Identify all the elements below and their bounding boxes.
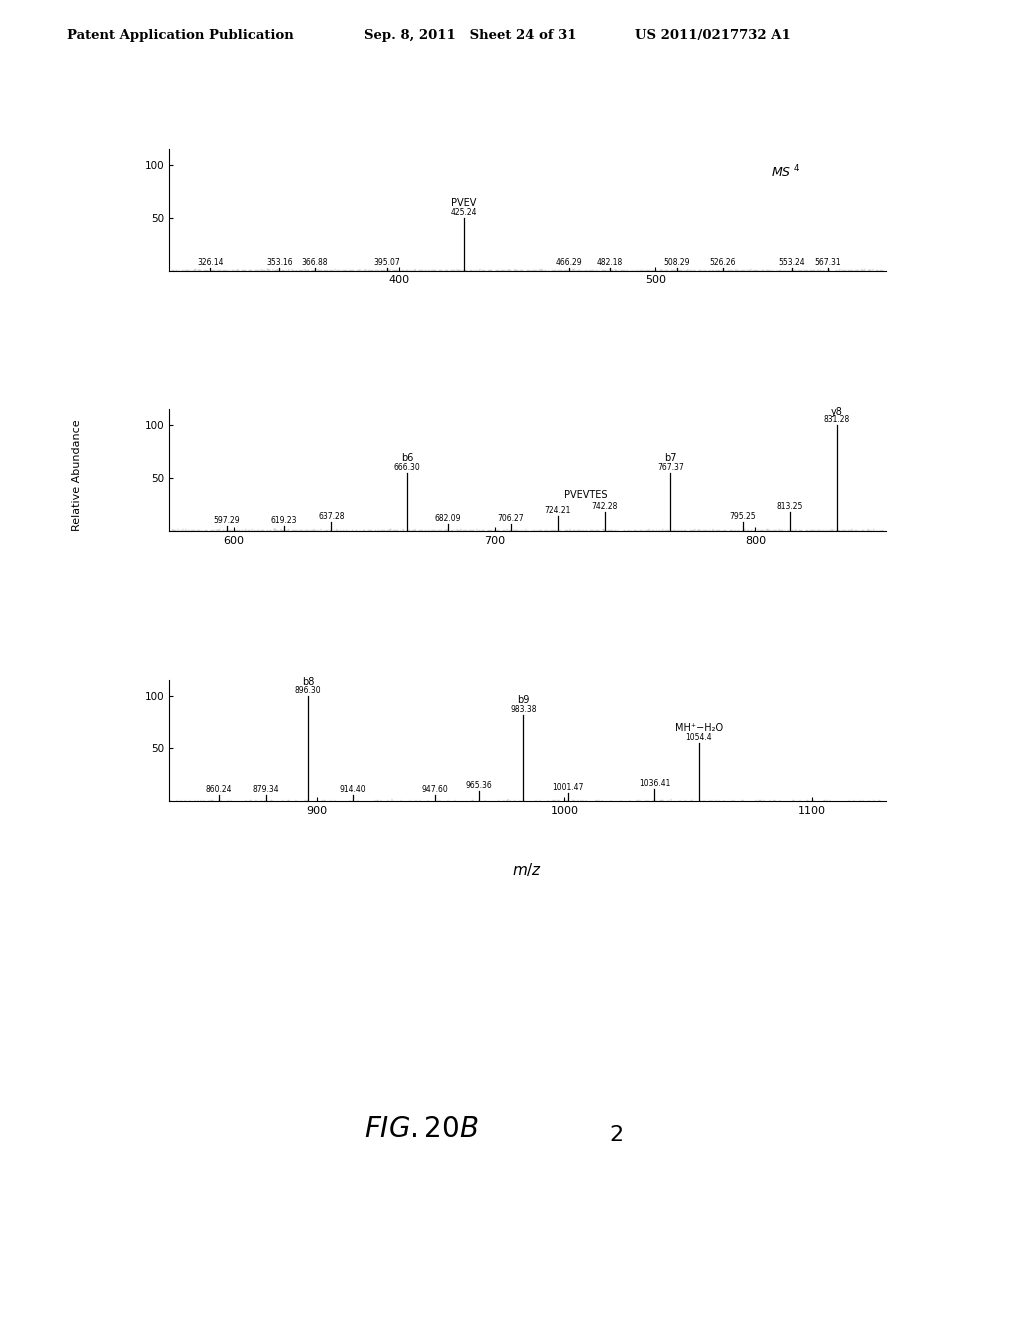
Text: 813.25: 813.25: [777, 502, 803, 511]
Text: 860.24: 860.24: [206, 785, 232, 793]
Text: 767.37: 767.37: [657, 462, 684, 471]
Text: 1001.47: 1001.47: [552, 783, 584, 792]
Text: 879.34: 879.34: [253, 785, 280, 793]
Text: 983.38: 983.38: [510, 705, 537, 714]
Text: 353.16: 353.16: [266, 259, 293, 268]
Text: 508.29: 508.29: [664, 259, 690, 268]
Text: 619.23: 619.23: [271, 516, 298, 525]
Text: PVEV: PVEV: [452, 198, 476, 209]
Text: 831.28: 831.28: [824, 414, 850, 424]
Text: 666.30: 666.30: [393, 462, 420, 471]
Text: 637.28: 637.28: [318, 512, 344, 521]
Text: 914.40: 914.40: [340, 785, 367, 793]
Text: b6: b6: [400, 453, 413, 463]
Text: $m/z$: $m/z$: [512, 861, 543, 878]
Text: 896.30: 896.30: [295, 685, 322, 694]
Text: Sep. 8, 2011   Sheet 24 of 31: Sep. 8, 2011 Sheet 24 of 31: [364, 29, 577, 42]
Text: 597.29: 597.29: [214, 516, 241, 525]
Text: 395.07: 395.07: [374, 259, 400, 268]
Text: 965.36: 965.36: [466, 780, 493, 789]
Text: 567.31: 567.31: [814, 259, 841, 268]
Text: 682.09: 682.09: [435, 515, 462, 523]
Text: $\it{FIG.}$$\it{20B}$: $\it{FIG.}$$\it{20B}$: [364, 1115, 478, 1143]
Text: 1036.41: 1036.41: [639, 779, 670, 788]
Text: 482.18: 482.18: [597, 259, 623, 268]
Text: 795.25: 795.25: [730, 512, 757, 521]
Text: 742.28: 742.28: [592, 502, 618, 511]
Text: 553.24: 553.24: [778, 259, 805, 268]
Text: PVEVTES: PVEVTES: [564, 490, 608, 500]
Text: MH⁺−H₂O: MH⁺−H₂O: [675, 722, 723, 733]
Text: 425.24: 425.24: [451, 207, 477, 216]
Text: 1054.4: 1054.4: [686, 733, 713, 742]
Text: 326.14: 326.14: [197, 259, 223, 268]
Text: b9: b9: [517, 696, 529, 705]
Text: US 2011/0217732 A1: US 2011/0217732 A1: [635, 29, 791, 42]
Text: y8: y8: [831, 407, 843, 417]
Text: Relative Abundance: Relative Abundance: [72, 420, 82, 531]
Text: 466.29: 466.29: [556, 259, 583, 268]
Text: $\it{2}$: $\it{2}$: [609, 1125, 624, 1144]
Text: 366.88: 366.88: [301, 259, 328, 268]
Text: b8: b8: [302, 677, 314, 688]
Text: MS $^4$: MS $^4$: [771, 164, 801, 181]
Text: Patent Application Publication: Patent Application Publication: [67, 29, 293, 42]
Text: b7: b7: [665, 453, 677, 463]
Text: 706.27: 706.27: [498, 515, 524, 523]
Text: 724.21: 724.21: [545, 506, 571, 515]
Text: 526.26: 526.26: [710, 259, 736, 268]
Text: 947.60: 947.60: [422, 785, 449, 793]
